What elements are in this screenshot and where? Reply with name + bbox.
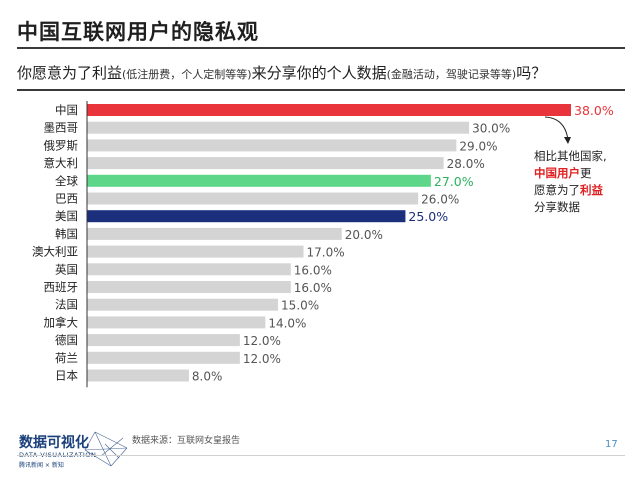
category-label: 法国 [55, 298, 78, 312]
logo-network-graphic [84, 431, 128, 467]
category-label: 西班牙 [44, 280, 79, 294]
annotation-line-1: 相比其他国家, [534, 149, 607, 163]
subtitle-part-a: 你愿意为了利益 [17, 64, 123, 82]
category-label: 澳大利亚 [32, 245, 78, 259]
bar [87, 369, 189, 382]
value-label: 30.0% [472, 122, 510, 136]
category-label: 全球 [55, 174, 78, 188]
annotation-highlight-china-users: 中国用户 [534, 166, 580, 180]
chart-subtitle: 你愿意为了利益(低注册费，个人定制等等)来分享你的个人数据(金融活动，驾驶记录等… [17, 62, 546, 83]
bar [87, 210, 406, 223]
value-label: 29.0% [459, 139, 497, 153]
bar [87, 334, 240, 347]
subtitle-note-b: (金融活动，驾驶记录等等) [386, 68, 517, 81]
bar [87, 104, 571, 116]
annotation-line-3-pre: 愿意为了 [534, 183, 580, 197]
category-label: 韩国 [55, 227, 78, 241]
value-label: 27.0% [434, 174, 474, 189]
category-label: 荷兰 [55, 351, 78, 365]
category-label: 英国 [55, 262, 78, 276]
annotation-highlight-benefit: 利益 [580, 183, 603, 197]
category-label: 俄罗斯 [44, 138, 79, 152]
annotation-line-2: 中国用户更 [534, 165, 607, 182]
logo-partners: 腾讯新闻 × 新知 [19, 462, 64, 469]
bar [87, 263, 291, 276]
subtitle-divider [17, 89, 625, 91]
value-label: 12.0% [243, 352, 281, 366]
category-label: 德国 [55, 333, 78, 347]
bar [87, 245, 304, 258]
category-label: 日本 [55, 369, 78, 383]
value-label: 20.0% [345, 228, 383, 242]
bar [87, 139, 457, 152]
value-label: 15.0% [281, 299, 319, 313]
value-label: 17.0% [307, 246, 345, 260]
value-label: 16.0% [294, 281, 332, 295]
value-label: 8.0% [192, 370, 223, 384]
annotation-line-2-rest: 更 [580, 166, 592, 180]
value-label: 12.0% [243, 334, 281, 348]
subtitle-part-c: 吗？ [516, 64, 547, 82]
bar [87, 174, 431, 187]
bar [87, 121, 470, 134]
bar [87, 298, 279, 311]
bar [87, 157, 444, 170]
annotation-arrow [544, 116, 569, 141]
value-label: 38.0% [574, 103, 614, 118]
title-divider [17, 47, 625, 49]
bar [87, 281, 291, 293]
page-title: 中国互联网用户的隐私观 [17, 20, 259, 44]
bar [87, 351, 240, 364]
annotation-arrowhead [564, 137, 571, 144]
bar [87, 192, 419, 205]
category-label: 墨西哥 [44, 121, 79, 135]
value-label: 26.0% [421, 193, 459, 207]
value-label: 16.0% [294, 263, 332, 277]
subtitle-note-a: (低注册费，个人定制等等) [122, 68, 252, 81]
category-label: 美国 [55, 209, 78, 223]
value-label: 28.0% [447, 157, 485, 171]
annotation-note: 相比其他国家, 中国用户更 愿意为了利益 分享数据 [534, 148, 607, 216]
data-source: 数据来源：互联网女皇报告 [132, 436, 241, 446]
annotation-line-4: 分享数据 [534, 200, 580, 214]
subtitle-part-b: 来分享你的个人数据 [251, 64, 387, 82]
page-number: 17 [605, 439, 618, 450]
category-label: 意大利 [44, 156, 79, 170]
bars-layer: 中国 38.0% 墨西哥 30.0% 俄罗斯 29.0% 意大利 28.0% 全球 27.0% 巴西… [32, 101, 614, 388]
category-label: 加拿大 [44, 315, 79, 329]
footer-divider [17, 455, 625, 456]
annotation-line-3: 愿意为了利益 [534, 182, 607, 199]
value-label: 25.0% [408, 209, 448, 224]
data-visualization-logo: 数据可视化 DATA VISUALIZATION 腾讯新闻 × 新知 [15, 430, 135, 470]
value-label: 14.0% [268, 316, 306, 330]
category-label: 中国 [55, 103, 78, 117]
bar [87, 227, 342, 240]
bar [87, 316, 266, 329]
category-label: 巴西 [55, 192, 78, 206]
logo-title: 数据可视化 [19, 435, 89, 451]
